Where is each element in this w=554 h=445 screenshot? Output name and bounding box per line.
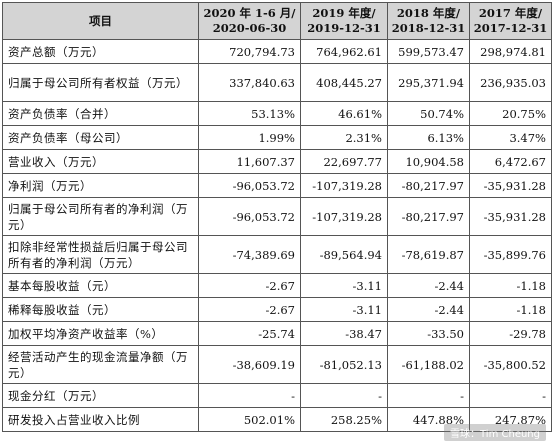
table-row: 资产总额（万元） 720,794.73 764,962.61 599,573.4… xyxy=(2,39,552,64)
cell-value: -78,619.87 xyxy=(387,235,470,274)
table-row: 净利润（万元） -96,053.72 -107,319.28 -80,217.9… xyxy=(2,173,552,198)
cell-value: -96,053.72 xyxy=(198,173,301,198)
cell-value: -2.67 xyxy=(198,297,301,322)
table-row: 资产负债率（合并） 53.13% 46.61% 50.74% 20.75% xyxy=(2,101,552,126)
row-label: 经营活动产生的现金流量净额（万元） xyxy=(2,345,199,384)
header-period-2017: 2017 年度/2017-12-31 xyxy=(469,2,552,40)
cell-value: -35,800.52 xyxy=(469,345,552,384)
table-row: 归属于母公司所有者的净利润（万元） -96,053.72 -107,319.28… xyxy=(2,197,552,236)
cell-value: -33.50 xyxy=(387,321,470,346)
table-header: 项目 2020 年 1-6 月/2020-06-30 2019 年度/2019-… xyxy=(2,2,552,40)
cell-value: - xyxy=(387,383,470,408)
table-row: 归属于母公司所有者权益（万元） 337,840.63 408,445.27 29… xyxy=(2,63,552,102)
cell-value: 298,974.81 xyxy=(469,39,552,64)
table-body: 资产总额（万元） 720,794.73 764,962.61 599,573.4… xyxy=(2,39,552,432)
row-label: 归属于母公司所有者权益（万元） xyxy=(2,63,199,102)
cell-value: -107,319.28 xyxy=(300,173,388,198)
cell-value: 10,904.58 xyxy=(387,149,470,174)
table-row: 资产负债率（母公司） 1.99% 2.31% 6.13% 3.47% xyxy=(2,125,552,150)
cell-value: -3.11 xyxy=(300,273,388,298)
cell-value: - xyxy=(469,383,552,408)
table-row: 营业收入（万元） 11,607.37 22,697.77 10,904.58 6… xyxy=(2,149,552,174)
table-row: 现金分红（万元） - - - - xyxy=(2,383,552,408)
row-label: 基本每股收益（元） xyxy=(2,273,199,298)
table-row: 基本每股收益（元） -2.67 -3.11 -2.44 -1.18 xyxy=(2,273,552,298)
cell-value: -38,609.19 xyxy=(198,345,301,384)
cell-value: 408,445.27 xyxy=(300,63,388,102)
cell-value: -35,899.76 xyxy=(469,235,552,274)
cell-value: -2.44 xyxy=(387,297,470,322)
row-label: 扣除非经常性损益后归属于母公司所有者的净利润（万元） xyxy=(2,235,199,274)
row-label: 稀释每股收益（元） xyxy=(2,297,199,322)
row-label: 资产总额（万元） xyxy=(2,39,199,64)
cell-value: -61,188.02 xyxy=(387,345,470,384)
cell-value: 22,697.77 xyxy=(300,149,388,174)
cell-value: -1.18 xyxy=(469,297,552,322)
cell-value: 447.88% xyxy=(387,407,470,432)
financial-data-table: 项目 2020 年 1-6 月/2020-06-30 2019 年度/2019-… xyxy=(2,2,552,432)
row-label: 归属于母公司所有者的净利润（万元） xyxy=(2,197,199,236)
cell-value: 764,962.61 xyxy=(300,39,388,64)
row-label: 营业收入（万元） xyxy=(2,149,199,174)
cell-value: -2.67 xyxy=(198,273,301,298)
cell-value: -74,389.69 xyxy=(198,235,301,274)
cell-value: 337,840.63 xyxy=(198,63,301,102)
row-label: 加权平均净资产收益率（%） xyxy=(2,321,199,346)
table-row: 扣除非经常性损益后归属于母公司所有者的净利润（万元） -74,389.69 -8… xyxy=(2,235,552,274)
row-label: 净利润（万元） xyxy=(2,173,199,198)
cell-value: 247.87% xyxy=(469,407,552,432)
cell-value: -25.74 xyxy=(198,321,301,346)
cell-value: 258.25% xyxy=(300,407,388,432)
row-label: 现金分红（万元） xyxy=(2,383,199,408)
header-period-2019: 2019 年度/2019-12-31 xyxy=(300,2,388,40)
cell-value: 3.47% xyxy=(469,125,552,150)
cell-value: -35,931.28 xyxy=(469,173,552,198)
table-row: 经营活动产生的现金流量净额（万元） -38,609.19 -81,052.13 … xyxy=(2,345,552,384)
table-row: 研发投入占营业收入比例 502.01% 258.25% 447.88% 247.… xyxy=(2,407,552,432)
source-watermark: 雪球：Tim Cheung xyxy=(444,424,546,441)
cell-value: -35,931.28 xyxy=(469,197,552,236)
cell-value: 6.13% xyxy=(387,125,470,150)
cell-value: -3.11 xyxy=(300,297,388,322)
header-period-2018: 2018 年度/2018-12-31 xyxy=(387,2,470,40)
row-label: 研发投入占营业收入比例 xyxy=(2,407,199,432)
cell-value: 11,607.37 xyxy=(198,149,301,174)
cell-value: 20.75% xyxy=(469,101,552,126)
header-period-2020h1: 2020 年 1-6 月/2020-06-30 xyxy=(198,2,301,40)
cell-value: 599,573.47 xyxy=(387,39,470,64)
cell-value: 50.74% xyxy=(387,101,470,126)
cell-value: 720,794.73 xyxy=(198,39,301,64)
cell-value: 236,935.03 xyxy=(469,63,552,102)
cell-value: -80,217.97 xyxy=(387,173,470,198)
cell-value: -96,053.72 xyxy=(198,197,301,236)
row-label: 资产负债率（母公司） xyxy=(2,125,199,150)
cell-value: 295,371.94 xyxy=(387,63,470,102)
cell-value: -80,217.97 xyxy=(387,197,470,236)
cell-value: -107,319.28 xyxy=(300,197,388,236)
cell-value: -29.78 xyxy=(469,321,552,346)
table-row: 加权平均净资产收益率（%） -25.74 -38.47 -33.50 -29.7… xyxy=(2,321,552,346)
cell-value: -2.44 xyxy=(387,273,470,298)
cell-value: - xyxy=(300,383,388,408)
cell-value: - xyxy=(198,383,301,408)
cell-value: -89,564.94 xyxy=(300,235,388,274)
cell-value: 502.01% xyxy=(198,407,301,432)
cell-value: -81,052.13 xyxy=(300,345,388,384)
header-item: 项目 xyxy=(2,2,199,40)
table-row: 稀释每股收益（元） -2.67 -3.11 -2.44 -1.18 xyxy=(2,297,552,322)
cell-value: 2.31% xyxy=(300,125,388,150)
header-row: 项目 2020 年 1-6 月/2020-06-30 2019 年度/2019-… xyxy=(2,2,552,40)
cell-value: -38.47 xyxy=(300,321,388,346)
cell-value: 6,472.67 xyxy=(469,149,552,174)
row-label: 资产负债率（合并） xyxy=(2,101,199,126)
cell-value: 1.99% xyxy=(198,125,301,150)
cell-value: -1.18 xyxy=(469,273,552,298)
cell-value: 53.13% xyxy=(198,101,301,126)
cell-value: 46.61% xyxy=(300,101,388,126)
